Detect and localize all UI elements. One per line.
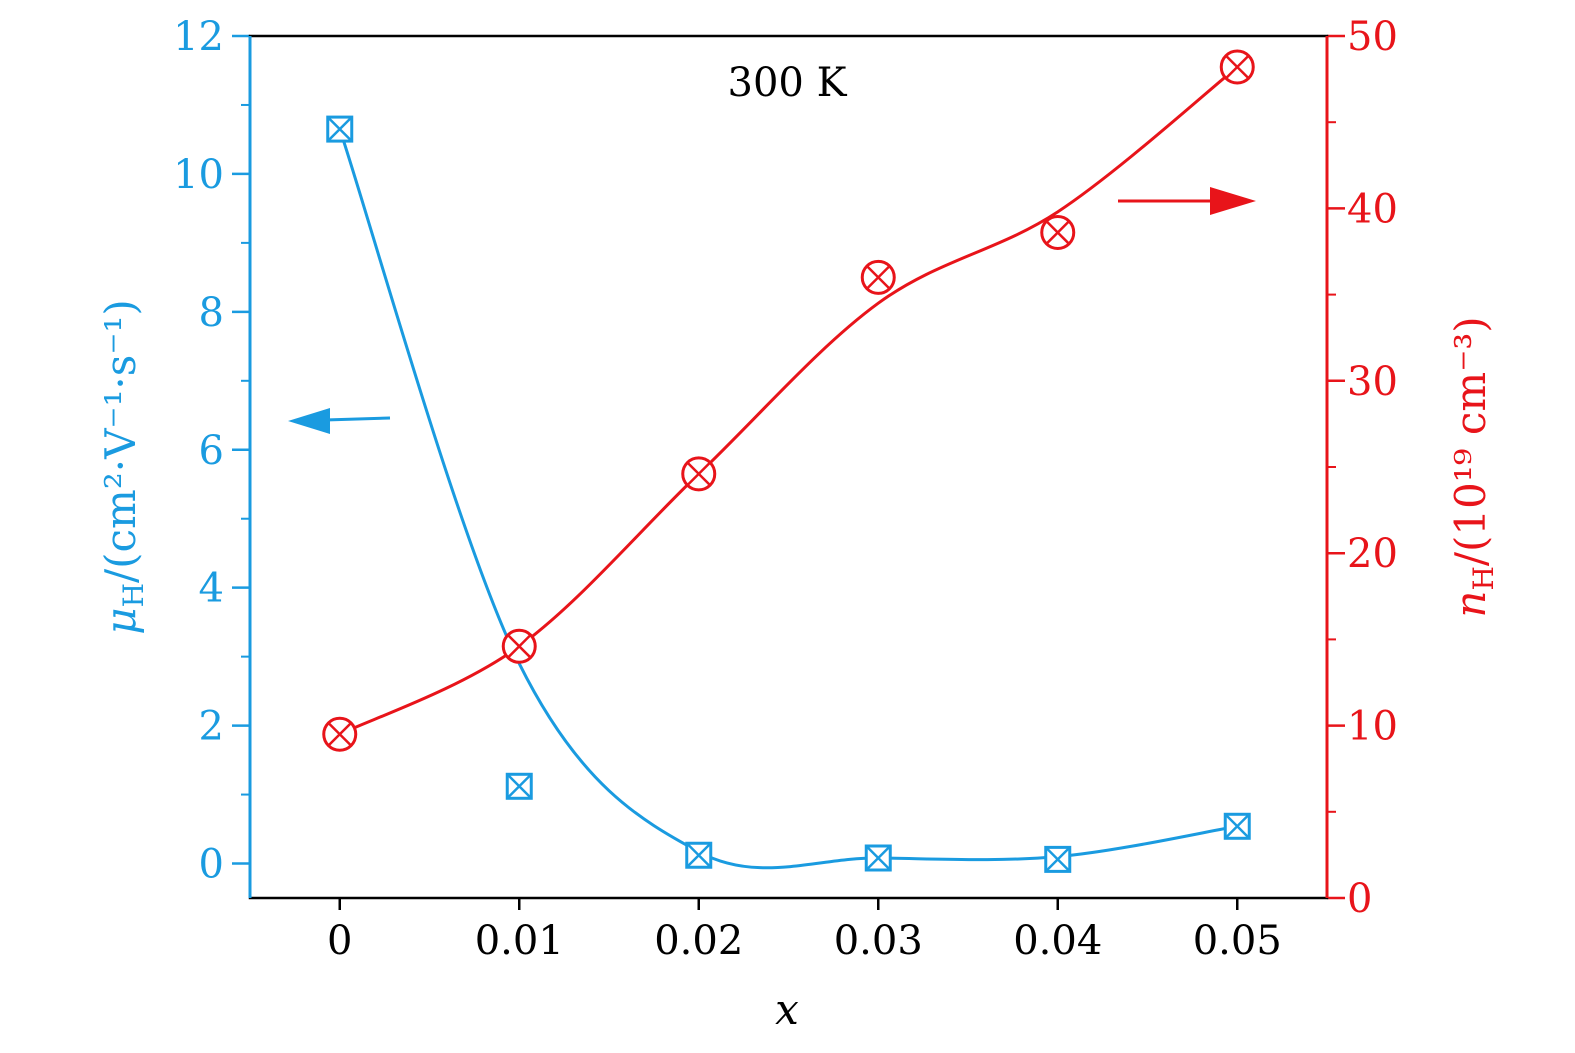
series-0-point [505,772,533,800]
x-tick-label: 0.02 [654,918,743,964]
series-0-point [1223,812,1251,840]
y-left-axis-title: μH/(cm²·V⁻¹·s⁻¹) [96,299,150,634]
series-1-point [501,628,537,664]
series-0-point [685,841,713,869]
y-left-tick-label: 12 [173,14,224,60]
annotation-temperature: 300 K [728,60,848,106]
y-left-tick-label: 6 [199,428,224,474]
x-tick-label: 0.01 [475,918,564,964]
y-right-tick-label: 20 [1347,531,1398,577]
x-tick-label: 0.05 [1193,918,1282,964]
y-left-tick-label: 2 [199,704,224,750]
y-right-tick-label: 0 [1347,876,1372,922]
series-1-point [860,259,896,295]
y-right-tick-label: 50 [1347,14,1398,60]
y-right-tick-label: 40 [1347,186,1398,232]
series-markers [322,49,1255,873]
axis-ticks [232,34,1345,910]
arrow-left [288,408,391,434]
series-0-point [326,115,354,143]
y-left-tick-label: 10 [173,152,224,198]
y-right-tick-label: 30 [1347,359,1398,405]
tick-labels: 0 0.01 0.02 0.03 0.04 0.05 0 2 4 6 8 10 12 0 10 20 30 40 5… [173,14,1398,964]
x-axis-title: x [775,985,799,1034]
y-right-axis-title: nH/(10¹⁹ cm⁻³) [1446,316,1500,617]
arrow-right [1118,187,1256,215]
x-tick-label: 0.04 [1013,918,1102,964]
series-1-point [681,456,717,492]
x-tick-label: 0.03 [834,918,923,964]
y-left-tick-label: 8 [199,290,224,336]
plot-frame [248,34,1329,900]
y-left-tick-label: 4 [199,566,224,612]
series-1-point [1040,215,1076,251]
x-tick-label: 0 [327,918,352,964]
series-0-fit-line [338,128,1238,870]
series-0-point [864,844,892,872]
y-right-tick-label: 10 [1347,704,1398,750]
series-0-point [1044,845,1072,873]
y-left-tick-label: 0 [199,842,224,888]
series-curves [338,65,1239,870]
series-1-fit-line [339,65,1239,736]
series-1-point [1219,49,1255,85]
series-1-point [322,716,358,752]
